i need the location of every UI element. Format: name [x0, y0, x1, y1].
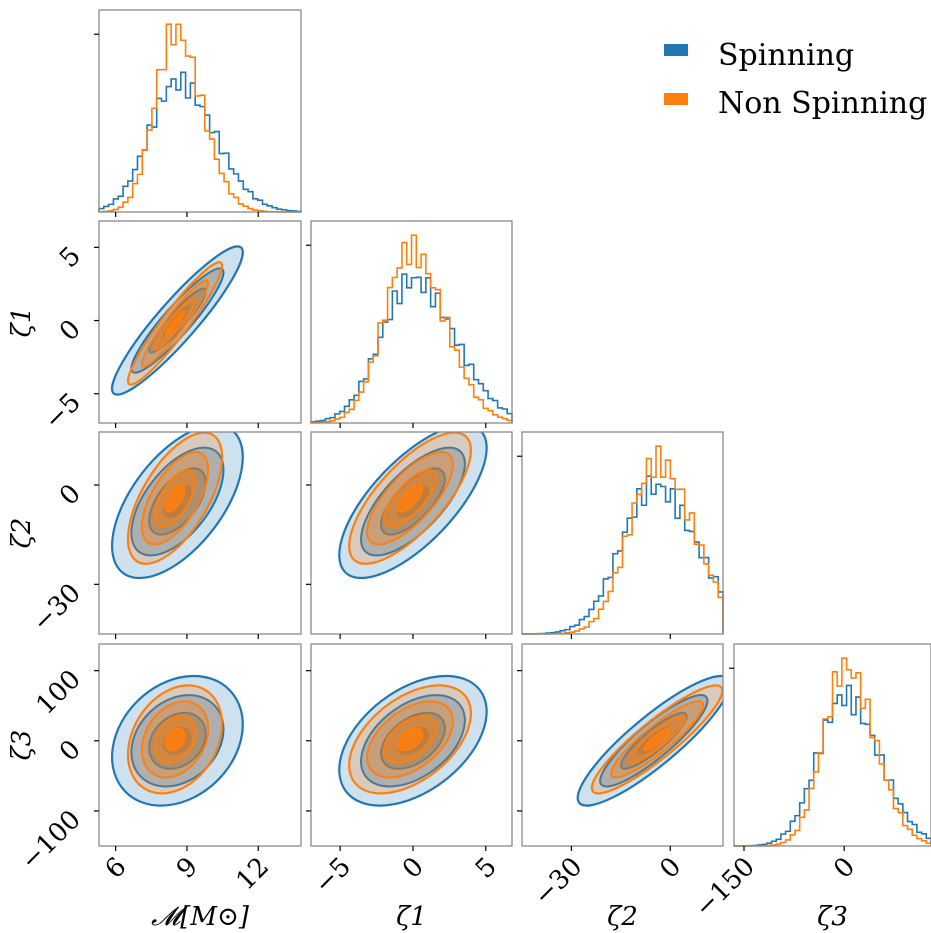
- hist-line-non-spinning: [521, 445, 724, 635]
- panel-chirp_mass-zeta1: [94, 220, 302, 428]
- legend-label-non-spinning: Non Spinning: [718, 86, 927, 121]
- contour-non-spinning-4: [396, 727, 424, 752]
- x-tick-label-zeta3: 0: [828, 852, 861, 885]
- panel-zeta2-zeta3: [517, 643, 724, 851]
- x-axis-label-zeta1: ζ1: [396, 902, 427, 932]
- panel-chirp_mass-zeta2: [94, 431, 302, 639]
- x-tick-label-chirp_mass: 6: [100, 852, 133, 885]
- x-axis-label-chirp_mass: 𝓜[M⊙]: [151, 902, 250, 932]
- hist-line-non-spinning: [310, 234, 513, 424]
- hist-line-non-spinning: [733, 657, 931, 847]
- x-tick-label-chirp_mass: 12: [231, 852, 276, 897]
- x-tick-label-chirp_mass: 9: [171, 852, 204, 885]
- x-tick-label-zeta1: 0: [397, 852, 430, 885]
- panel-frame: [521, 643, 724, 847]
- panel-frame: [310, 431, 513, 635]
- y-tick-label-zeta3: 0: [54, 735, 87, 768]
- y-tick-label-zeta1: 5: [54, 241, 87, 274]
- contour-non-spinning-4: [164, 310, 186, 337]
- y-axis-label-zeta1: ζ1: [7, 307, 37, 338]
- panel-frame: [98, 643, 302, 847]
- panel-zeta1-zeta3: [306, 643, 513, 851]
- panel-zeta1-zeta2: [306, 431, 513, 639]
- panel-frame: [98, 220, 302, 424]
- hist-zeta3: [729, 643, 931, 851]
- y-axis-label-zeta3: ζ3: [7, 730, 37, 761]
- y-tick-label-zeta3: 100: [31, 664, 87, 720]
- legend-label-spinning: Spinning: [718, 38, 854, 73]
- hist-zeta1: [306, 220, 513, 428]
- x-tick-label-zeta3: −150: [689, 852, 761, 924]
- y-tick-label-zeta2: −30: [27, 578, 87, 638]
- panel-frame: [310, 643, 513, 847]
- x-tick-label-zeta1: −5: [309, 852, 357, 900]
- x-tick-label-zeta2: −30: [528, 852, 588, 912]
- hist-line-non-spinning: [98, 23, 302, 213]
- contour-non-spinning-4: [164, 483, 186, 513]
- x-tick-label-zeta1: 5: [470, 852, 503, 885]
- panel-frame: [98, 431, 302, 635]
- x-axis-label-zeta2: ζ2: [607, 902, 638, 932]
- contour-non-spinning-4: [642, 727, 672, 752]
- x-tick-label-zeta2: 0: [654, 852, 687, 885]
- legend: Spinning Non Spinning: [664, 38, 927, 121]
- panel-frame: [98, 9, 302, 213]
- hist-zeta2: [517, 431, 724, 639]
- contour-non-spinning-4: [396, 483, 424, 513]
- panels-layer: 6 9 12𝓜[M⊙]−5 0 5ζ1−30 0ζ2 −150 0ζ3−505ζ1−300ζ2…: [7, 9, 931, 932]
- hist-line-spinning: [98, 71, 302, 213]
- y-tick-label-zeta2: 0: [54, 479, 87, 512]
- x-axis-label-zeta3: ζ3: [817, 902, 848, 932]
- legend-swatch-non-spinning: [664, 93, 688, 105]
- y-axis-label-zeta2: ζ2: [7, 518, 37, 549]
- panel-chirp_mass-zeta3: [94, 643, 302, 851]
- panel-frame: [733, 643, 931, 847]
- hist-chirp_mass: [94, 9, 302, 217]
- contour-non-spinning-4: [164, 727, 186, 752]
- y-tick-label-zeta1: −5: [39, 387, 87, 435]
- legend-swatch-spinning: [664, 44, 688, 56]
- hist-line-spinning: [310, 273, 513, 423]
- y-tick-label-zeta1: 0: [54, 314, 87, 347]
- panel-frame: [521, 431, 724, 635]
- panel-frame: [310, 220, 513, 424]
- y-tick-label-zeta3: −100: [15, 805, 87, 877]
